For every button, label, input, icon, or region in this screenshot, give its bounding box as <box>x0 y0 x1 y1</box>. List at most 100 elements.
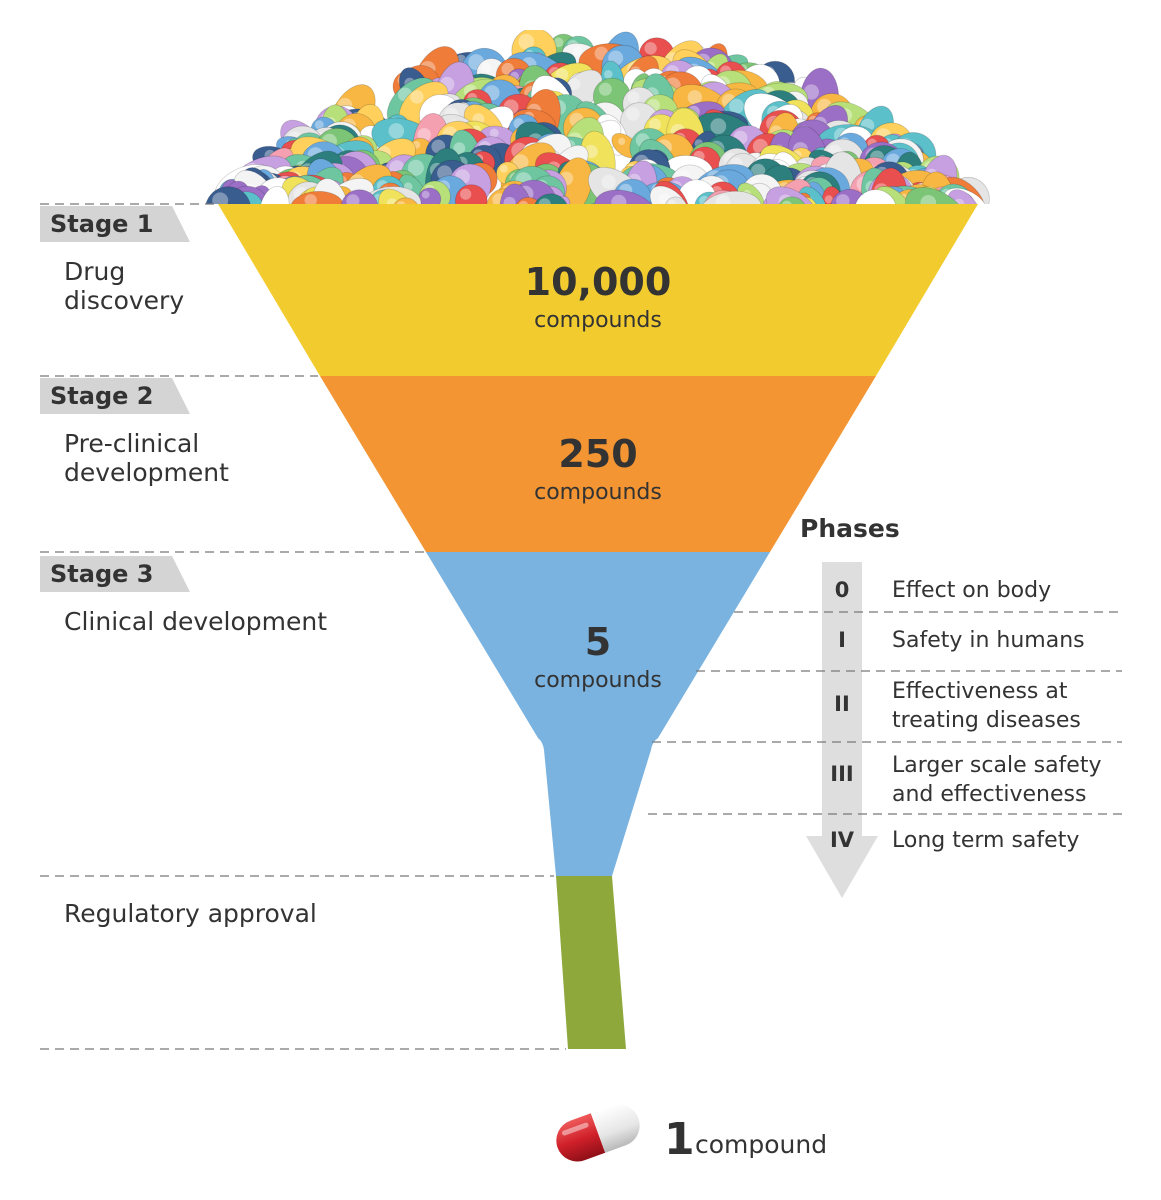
pill-highlight-516 <box>538 198 551 204</box>
pill-highlight-515 <box>518 200 529 204</box>
pill-highlight-514 <box>611 194 627 204</box>
pill-highlight-508 <box>263 198 275 204</box>
stage-2-description-line-2: development <box>64 458 229 487</box>
phase-0-description: Effect on body <box>892 578 1051 603</box>
phases-title: Phases <box>800 514 900 543</box>
pill-highlight-76 <box>803 84 820 100</box>
phase-numeral-0: 0 <box>835 578 850 602</box>
capsule-icon <box>556 1104 640 1162</box>
pill-highlight-55 <box>568 78 581 91</box>
pill-highlight-31 <box>604 70 613 79</box>
stage-tag-bg-2 <box>40 378 190 414</box>
pill-highlight-229 <box>453 142 466 155</box>
phase-2-description-line-2: treating diseases <box>892 708 1081 733</box>
pill-472 <box>649 185 690 204</box>
phase-4-description: Long term safety <box>892 828 1079 853</box>
pill-highlight-198 <box>618 137 626 145</box>
funnel-section-pre-clinical <box>320 376 876 552</box>
pill-highlight-385 <box>601 174 616 189</box>
pill-506 <box>947 189 982 204</box>
pill-highlight-40 <box>555 68 569 81</box>
stage-tag-3: Stage 3 <box>50 560 153 588</box>
pill-highlight-491 <box>304 194 317 204</box>
phase-numeral-3: III <box>830 762 853 786</box>
phase-numeral-2: II <box>834 692 850 716</box>
stage-2-description-line-1: Pre-clinical <box>64 429 199 458</box>
pill-454 <box>455 184 488 204</box>
pill-highlight-103 <box>729 98 744 114</box>
pill-510 <box>855 189 896 204</box>
phase-dividers <box>648 611 1122 815</box>
phase-3-description-line-2: and effectiveness <box>892 782 1086 807</box>
pill-highlight-442 <box>683 184 697 198</box>
pill-491 <box>289 190 344 204</box>
pill-highlight-510 <box>861 194 876 204</box>
pill-516 <box>534 193 568 204</box>
pill-highlight-1 <box>518 33 535 50</box>
pill-highlight-507 <box>503 196 516 204</box>
pill-highlight-121 <box>626 107 640 121</box>
result-unit: compound <box>695 1130 827 1159</box>
pill-507 <box>499 183 533 204</box>
pill-502 <box>765 186 820 204</box>
pill-pile-illustration <box>205 30 990 204</box>
pill-517 <box>393 197 418 204</box>
pill-highlight-153 <box>649 118 661 131</box>
stage-tag-bg-1 <box>40 206 190 242</box>
stage-tag-1: Stage 1 <box>50 210 153 238</box>
phase-3-description-line-1: Larger scale safety <box>892 753 1101 778</box>
pill-508 <box>258 185 290 204</box>
pill-highlight-94 <box>687 90 702 105</box>
stage-1-description-line-2: discovery <box>64 286 184 315</box>
stage-tag-2: Stage 2 <box>50 382 153 410</box>
pill-highlight-107 <box>425 99 441 115</box>
pill-519 <box>905 187 968 204</box>
pill-highlight-498 <box>836 194 850 204</box>
pill-518 <box>778 196 806 204</box>
funnel-section-drug-discovery <box>218 204 978 376</box>
pill-highlight-4 <box>572 46 583 57</box>
pill-highlight-165 <box>710 118 727 135</box>
pill-515 <box>516 197 541 204</box>
pill-highlight-497 <box>346 194 360 204</box>
phase-2-description-line-1: Effectiveness at <box>892 679 1068 704</box>
funnel-unit-3: compounds <box>534 668 662 693</box>
result-count: 1 <box>664 1114 695 1165</box>
phase-numeral-4: IV <box>830 828 855 852</box>
pill-highlight-505 <box>212 192 229 204</box>
pill-highlight-301 <box>499 164 508 173</box>
stage-1-description-line-1: Drug <box>64 257 125 286</box>
funnel-unit-2: compounds <box>534 480 662 505</box>
stage-dividers <box>40 203 566 1050</box>
pill-494 <box>665 196 687 204</box>
funnel-count-1: 10,000 <box>525 260 672 304</box>
pill-highlight-22 <box>481 62 492 73</box>
pill-highlight-69 <box>598 82 612 96</box>
pill-highlight-519 <box>920 195 937 204</box>
pill-highlight-494 <box>668 199 676 204</box>
pill-highlight-186 <box>417 128 432 142</box>
pill-highlight-171 <box>362 128 372 138</box>
pill-514 <box>594 189 659 204</box>
funnel-count-2: 250 <box>558 432 637 476</box>
pill-highlight-92 <box>410 90 424 104</box>
pill-highlight-316 <box>407 159 424 176</box>
pill-505 <box>205 186 251 204</box>
pill-highlight-91 <box>627 91 640 103</box>
pill-highlight-149 <box>314 120 324 130</box>
pill-highlight-3 <box>644 42 657 55</box>
funnel-section-regulatory <box>556 876 626 1049</box>
pill-highlight-38 <box>627 72 636 81</box>
funnel-section-clinical <box>426 552 770 876</box>
pill-497 <box>340 189 379 204</box>
pill-highlight-472 <box>658 193 670 204</box>
regulatory-approval-description: Regulatory approval <box>64 899 317 928</box>
pill-highlight-0 <box>553 37 564 48</box>
phase-1-description: Safety in humans <box>892 628 1085 653</box>
pill-highlight-454 <box>460 188 472 200</box>
pill-highlight-447 <box>421 190 430 199</box>
pill-highlight-293 <box>512 154 529 171</box>
pill-512 <box>698 190 763 204</box>
